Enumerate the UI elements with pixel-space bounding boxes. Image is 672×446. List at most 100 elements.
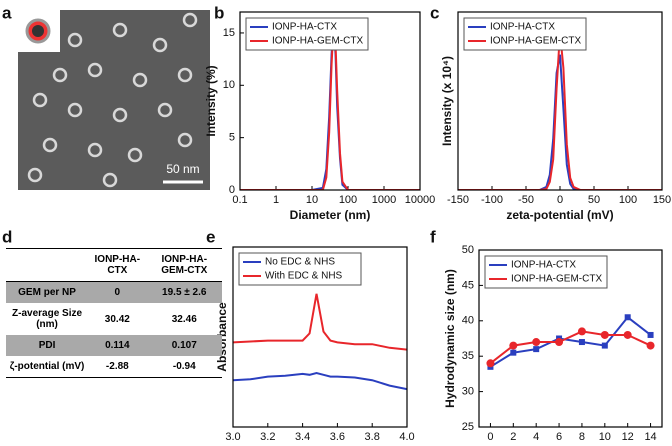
y-tick-label: 35 [462, 350, 474, 362]
x-tick-label: 4 [533, 431, 539, 443]
x-tick-label: 10 [306, 194, 318, 206]
row-header: PDI [6, 335, 89, 356]
x-tick-label: 0 [487, 431, 493, 443]
legend-label: IONP-HA-GEM-CTX [272, 36, 363, 47]
table-row: GEM per NP 0 19.5 ± 2.6 [6, 281, 222, 303]
marker [600, 330, 609, 339]
y-axis-label: Intensity (%) [204, 65, 218, 136]
row-header: Z-average Size (nm) [12, 308, 83, 330]
x-tick-label: 6 [556, 431, 562, 443]
x-tick-label: 100 [619, 194, 637, 206]
legend-box [245, 17, 369, 51]
panel-label: d [2, 227, 12, 246]
series-line [233, 371, 407, 391]
legend-label: IONP-HA-GEM-CTX [511, 274, 602, 285]
nanoparticles [27, 12, 198, 188]
x-tick-label: 10000 [405, 194, 436, 206]
y-tick-label: 30 [462, 386, 474, 398]
x-tick-label: -100 [481, 194, 503, 206]
x-tick-label: 4.0 [399, 431, 414, 443]
marker [532, 338, 541, 347]
y-tick-label: 50 [462, 244, 474, 256]
plot-frame [239, 11, 421, 191]
scale-bar-label: 50 nm [166, 162, 199, 176]
marker [624, 314, 631, 321]
x-tick-label: 3.8 [365, 431, 380, 443]
x-tick-label: 3.2 [260, 431, 275, 443]
marker [486, 359, 495, 368]
panel-label: c [430, 3, 439, 22]
legend-label: With EDC & NHS [265, 271, 343, 282]
cell: 0 [88, 281, 147, 303]
x-tick-label: -50 [518, 194, 534, 206]
x-tick-label: 12 [622, 431, 634, 443]
marker [555, 338, 564, 347]
x-tick-label: 0.1 [232, 194, 247, 206]
cell: 32.46 [171, 313, 197, 325]
plot-frame [232, 246, 408, 428]
x-tick-label: 50 [588, 194, 600, 206]
plot-frame [478, 249, 663, 428]
column-header: IONP-HA-CTX [88, 248, 147, 282]
x-tick-label: 3.4 [295, 431, 310, 443]
x-tick-label: 1000 [372, 194, 396, 206]
legend-box [238, 252, 362, 286]
cell: 0.114 [88, 335, 147, 356]
marker [509, 341, 518, 350]
marker [647, 331, 654, 338]
marker [623, 330, 632, 339]
x-tick-label: 3.0 [225, 431, 240, 443]
y-tick-label: 0 [229, 184, 235, 196]
inset-core [32, 25, 44, 37]
table-row: PDI 0.114 0.107 [6, 335, 222, 356]
marker [510, 349, 517, 356]
x-tick-label: 8 [579, 431, 585, 443]
legend-box [484, 255, 608, 289]
legend-label: IONP-HA-CTX [511, 260, 576, 271]
cell: 30.42 [104, 313, 130, 325]
panel-label: a [2, 3, 12, 22]
panel-label: b [214, 3, 224, 22]
y-tick-label: 5 [229, 132, 235, 144]
cell: 19.5 ± 2.6 [146, 281, 222, 303]
cell: -2.88 [105, 361, 129, 372]
x-tick-label: 10 [599, 431, 611, 443]
x-axis-label: Diameter (nm) [290, 208, 371, 222]
series-line [489, 315, 652, 368]
column-header: IONP-HA-GEM-CTX [146, 248, 222, 282]
cell: 0.107 [146, 335, 222, 356]
legend-box [463, 17, 587, 51]
marker [533, 346, 540, 353]
marker [577, 327, 586, 336]
x-tick-label: -150 [447, 194, 469, 206]
table: IONP-HA-CTX IONP-HA-GEM-CTX GEM per NP 0 1… [6, 248, 222, 378]
legend-label: IONP-HA-GEM-CTX [490, 36, 581, 47]
marker [601, 342, 608, 349]
x-tick-label: 1 [273, 194, 279, 206]
panel-label: f [430, 227, 436, 246]
x-tick-label: 3.6 [330, 431, 345, 443]
series-line [233, 293, 407, 351]
cell: -0.94 [172, 361, 196, 372]
row-header: GEM per NP [6, 281, 89, 303]
y-tick-label: 10 [223, 79, 235, 91]
x-tick-label: 0 [557, 194, 563, 206]
marker [578, 339, 585, 346]
marker [646, 341, 655, 350]
table-row: Z-average Size (nm) 30.42 32.46 [6, 303, 222, 335]
x-tick-label: 14 [644, 431, 656, 443]
x-tick-label: 2 [510, 431, 516, 443]
legend-label: IONP-HA-CTX [490, 22, 555, 33]
table-row: ζ-potential (mV) -2.88 -0.94 [6, 356, 222, 378]
corner [6, 248, 89, 282]
row-header: ζ-potential (mV) [9, 361, 85, 372]
x-tick-label: 100 [339, 194, 357, 206]
x-axis-label: zeta-potential (mV) [506, 208, 613, 222]
y-tick-label: 25 [462, 421, 474, 433]
y-axis-label: Hydrodynamic size (nm) [443, 269, 457, 408]
y-tick-label: 40 [462, 315, 474, 327]
legend-label: IONP-HA-CTX [272, 22, 337, 33]
y-axis-label: Intensity (x 10⁴) [440, 56, 454, 146]
